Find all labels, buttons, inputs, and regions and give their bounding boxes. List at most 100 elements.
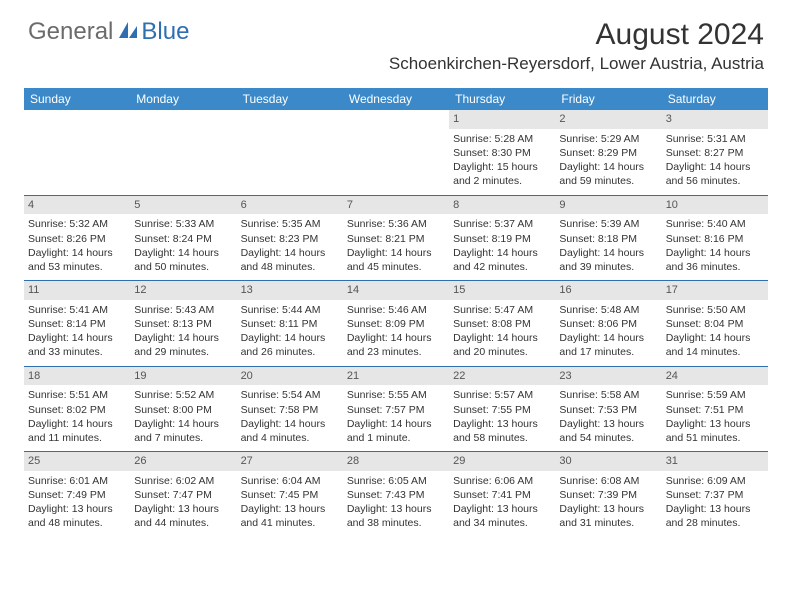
day-number: 23 [555,367,661,386]
calendar-cell: 20Sunrise: 5:54 AMSunset: 7:58 PMDayligh… [237,366,343,452]
daylight-text: Daylight: 14 hours and 26 minutes. [241,331,339,359]
sunset-text: Sunset: 8:08 PM [453,317,551,331]
day-number: 17 [662,281,768,300]
daylight-text: Daylight: 14 hours and 29 minutes. [134,331,232,359]
daylight-text: Daylight: 13 hours and 54 minutes. [559,417,657,445]
calendar-cell [237,110,343,195]
sunset-text: Sunset: 7:49 PM [28,488,126,502]
sunrise-text: Sunrise: 5:37 AM [453,217,551,231]
day-number: 11 [24,281,130,300]
calendar-cell: 29Sunrise: 6:06 AMSunset: 7:41 PMDayligh… [449,452,555,537]
calendar-row: 25Sunrise: 6:01 AMSunset: 7:49 PMDayligh… [24,452,768,537]
calendar-cell: 21Sunrise: 5:55 AMSunset: 7:57 PMDayligh… [343,366,449,452]
sunrise-text: Sunrise: 5:35 AM [241,217,339,231]
daylight-text: Daylight: 14 hours and 50 minutes. [134,246,232,274]
calendar-cell: 30Sunrise: 6:08 AMSunset: 7:39 PMDayligh… [555,452,661,537]
day-number: 14 [343,281,449,300]
day-number: 24 [662,367,768,386]
calendar-cell: 13Sunrise: 5:44 AMSunset: 8:11 PMDayligh… [237,281,343,367]
calendar-body: 1Sunrise: 5:28 AMSunset: 8:30 PMDaylight… [24,110,768,537]
daylight-text: Daylight: 15 hours and 2 minutes. [453,160,551,188]
sunset-text: Sunset: 7:53 PM [559,403,657,417]
sunrise-text: Sunrise: 5:28 AM [453,132,551,146]
sunrise-text: Sunrise: 5:31 AM [666,132,764,146]
daylight-text: Daylight: 14 hours and 11 minutes. [28,417,126,445]
calendar-cell: 7Sunrise: 5:36 AMSunset: 8:21 PMDaylight… [343,195,449,281]
sunrise-text: Sunrise: 5:46 AM [347,303,445,317]
day-number: 21 [343,367,449,386]
title-block: August 2024 Schoenkirchen-Reyersdorf, Lo… [389,18,764,74]
calendar-cell: 1 Sunrise: 5:28 AMSunset: 8:30 PMDaylight… [449,110,555,195]
sunset-text: Sunset: 8:14 PM [28,317,126,331]
calendar-cell: 2Sunrise: 5:29 AMSunset: 8:29 PMDaylight… [555,110,661,195]
sunrise-text: Sunrise: 5:40 AM [666,217,764,231]
daylight-text: Daylight: 13 hours and 41 minutes. [241,502,339,530]
sunset-text: Sunset: 7:55 PM [453,403,551,417]
sunrise-text: Sunrise: 5:47 AM [453,303,551,317]
day-number: 10 [662,196,768,215]
daylight-text: Daylight: 14 hours and 53 minutes. [28,246,126,274]
calendar-cell [130,110,236,195]
daylight-text: Daylight: 13 hours and 48 minutes. [28,502,126,530]
sunrise-text: Sunrise: 5:33 AM [134,217,232,231]
day-number: 15 [449,281,555,300]
day-header-row: Sunday Monday Tuesday Wednesday Thursday… [24,88,768,110]
sunset-text: Sunset: 8:19 PM [453,232,551,246]
brand-logo: General Blue [28,18,189,46]
sunset-text: Sunset: 8:30 PM [453,146,551,160]
dayhead-fri: Friday [555,88,661,110]
sunset-text: Sunset: 8:06 PM [559,317,657,331]
sunrise-text: Sunrise: 6:01 AM [28,474,126,488]
sunset-text: Sunset: 8:04 PM [666,317,764,331]
day-number: 5 [130,196,236,215]
sunrise-text: Sunrise: 5:43 AM [134,303,232,317]
calendar-cell [343,110,449,195]
sunrise-text: Sunrise: 5:48 AM [559,303,657,317]
sunset-text: Sunset: 8:16 PM [666,232,764,246]
logo-text-blue: Blue [141,18,189,46]
sunrise-text: Sunrise: 6:08 AM [559,474,657,488]
sunrise-text: Sunrise: 5:29 AM [559,132,657,146]
daylight-text: Daylight: 13 hours and 31 minutes. [559,502,657,530]
daylight-text: Daylight: 14 hours and 39 minutes. [559,246,657,274]
day-number: 26 [130,452,236,471]
sunrise-text: Sunrise: 5:58 AM [559,388,657,402]
day-number: 25 [24,452,130,471]
location-subtitle: Schoenkirchen-Reyersdorf, Lower Austria,… [389,54,764,74]
sunrise-text: Sunrise: 5:41 AM [28,303,126,317]
month-title: August 2024 [389,18,764,52]
calendar-cell: 12Sunrise: 5:43 AMSunset: 8:13 PMDayligh… [130,281,236,367]
day-number: 16 [555,281,661,300]
sunrise-text: Sunrise: 5:36 AM [347,217,445,231]
sunset-text: Sunset: 8:27 PM [666,146,764,160]
dayhead-mon: Monday [130,88,236,110]
calendar-cell: 17Sunrise: 5:50 AMSunset: 8:04 PMDayligh… [662,281,768,367]
daylight-text: Daylight: 14 hours and 7 minutes. [134,417,232,445]
sunrise-text: Sunrise: 6:06 AM [453,474,551,488]
day-number: 8 [449,196,555,215]
sunset-text: Sunset: 8:18 PM [559,232,657,246]
calendar-cell: 15Sunrise: 5:47 AMSunset: 8:08 PMDayligh… [449,281,555,367]
sunset-text: Sunset: 8:11 PM [241,317,339,331]
day-number: 1 [449,110,555,129]
sunset-text: Sunset: 7:45 PM [241,488,339,502]
sunset-text: Sunset: 8:26 PM [28,232,126,246]
sunset-text: Sunset: 8:29 PM [559,146,657,160]
sunrise-text: Sunrise: 6:05 AM [347,474,445,488]
day-number: 7 [343,196,449,215]
sunset-text: Sunset: 8:23 PM [241,232,339,246]
sunset-text: Sunset: 7:51 PM [666,403,764,417]
sunrise-text: Sunrise: 5:50 AM [666,303,764,317]
calendar-table: Sunday Monday Tuesday Wednesday Thursday… [24,88,768,537]
dayhead-sun: Sunday [24,88,130,110]
daylight-text: Daylight: 14 hours and 36 minutes. [666,246,764,274]
logo-text-general: General [28,18,113,46]
calendar-cell: 31Sunrise: 6:09 AMSunset: 7:37 PMDayligh… [662,452,768,537]
daylight-text: Daylight: 13 hours and 28 minutes. [666,502,764,530]
sunrise-text: Sunrise: 5:44 AM [241,303,339,317]
sunset-text: Sunset: 7:37 PM [666,488,764,502]
daylight-text: Daylight: 14 hours and 17 minutes. [559,331,657,359]
dayhead-sat: Saturday [662,88,768,110]
page-header: General Blue August 2024 Schoenkirchen-R… [0,0,792,80]
dayhead-wed: Wednesday [343,88,449,110]
